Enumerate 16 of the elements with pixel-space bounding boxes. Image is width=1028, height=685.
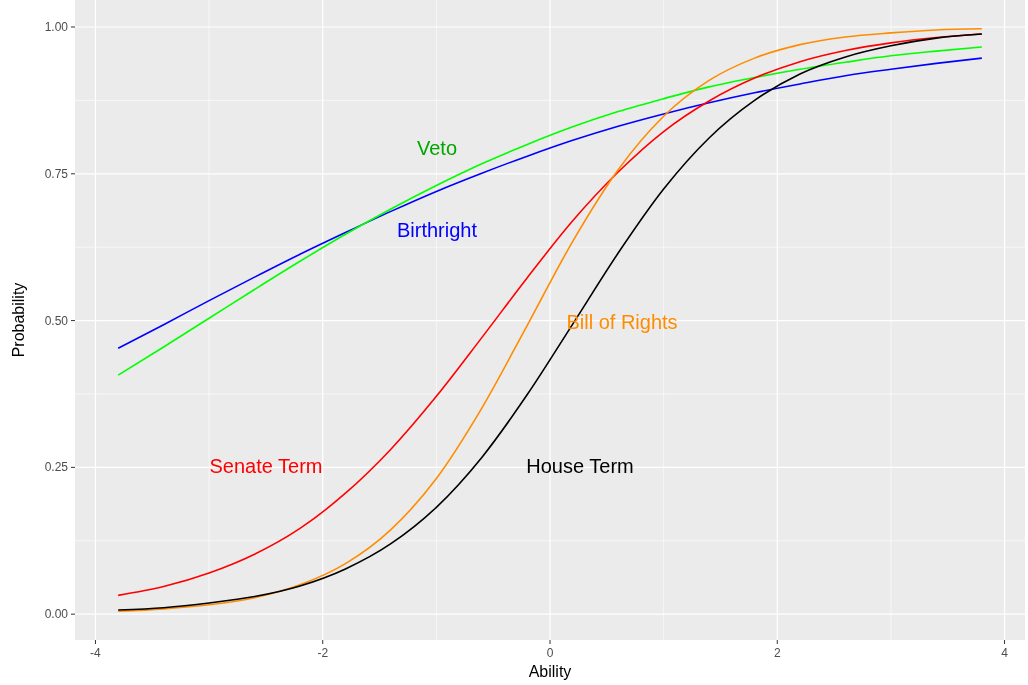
series-label: Birthright	[396, 219, 478, 241]
series-label: Senate Term	[209, 455, 323, 477]
x-tick-label: -4	[90, 646, 102, 660]
x-tick-label: 2	[773, 646, 781, 660]
y-tick-label: 1.00	[44, 20, 69, 35]
x-tick-label: 4	[1001, 646, 1009, 660]
y-tick-label: 0.25	[44, 460, 69, 475]
x-axis-title: Ability	[528, 663, 572, 680]
y-tick-label: 0.00	[44, 607, 69, 622]
x-tick-label: -2	[317, 646, 329, 660]
x-tick-label: 0	[546, 646, 554, 660]
y-axis-title: Probability	[10, 282, 27, 358]
y-tick-label: 0.50	[44, 313, 69, 328]
y-tick-label: 0.75	[44, 166, 69, 181]
series-label: House Term	[526, 455, 634, 477]
series-label: Veto	[416, 137, 458, 159]
